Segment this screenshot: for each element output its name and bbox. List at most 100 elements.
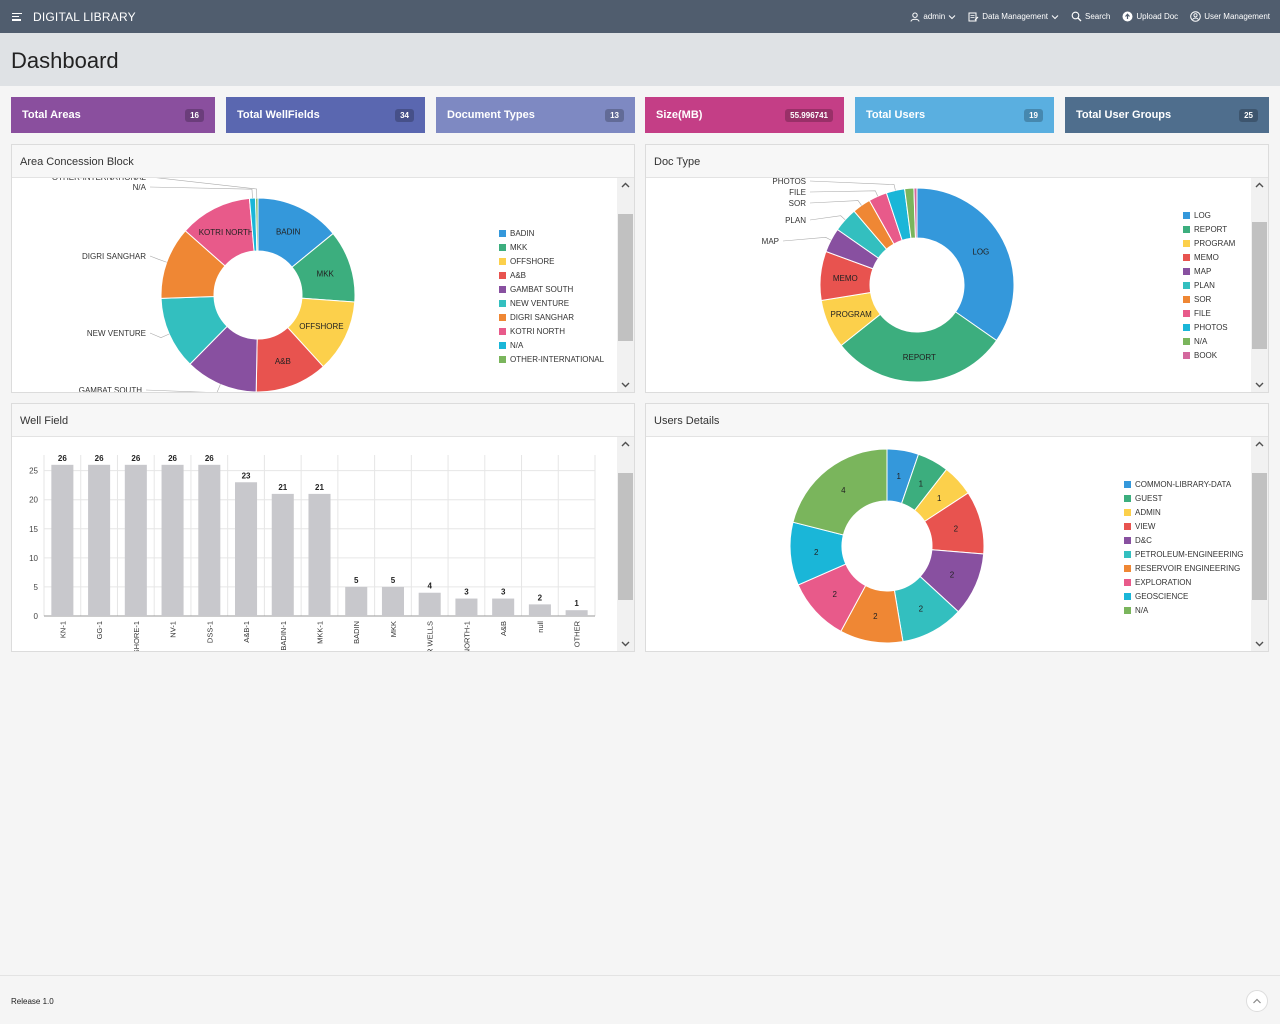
- bar-other[interactable]: [565, 610, 588, 616]
- legend-item-exploration[interactable]: EXPLORATION: [1124, 575, 1243, 589]
- scroll-thumb[interactable]: [1252, 222, 1267, 349]
- stat-total-wellfields[interactable]: Total WellFields 34: [226, 97, 425, 133]
- data-management-menu[interactable]: Data Management: [968, 12, 1059, 22]
- panel-title: Well Field: [12, 404, 634, 437]
- user-management-link[interactable]: User Management: [1190, 11, 1270, 22]
- x-tick-label: GG-1: [95, 621, 104, 639]
- legend-item-view[interactable]: VIEW: [1124, 519, 1243, 533]
- stat-total-user-groups[interactable]: Total User Groups 25: [1065, 97, 1269, 133]
- leader-line: [149, 332, 170, 338]
- scroll-thumb[interactable]: [618, 473, 633, 600]
- legend-item-petroleum-engineering[interactable]: PETROLEUM-ENGINEERING: [1124, 547, 1243, 561]
- slice-external-label: PHOTOS: [772, 178, 806, 186]
- legend-label: MEMO: [1194, 252, 1219, 262]
- legend-item-plan[interactable]: PLAN: [1183, 278, 1235, 292]
- panel-users-details: Users Details 1 1 1 2 2 2 2 2 2 4 COMMON-LIBRARY-…: [645, 403, 1269, 652]
- legend-item-badin[interactable]: BADIN: [499, 226, 604, 240]
- slice-n-a[interactable]: [792, 448, 888, 536]
- legend-item-guest[interactable]: GUEST: [1124, 491, 1243, 505]
- scrollbar[interactable]: [617, 178, 634, 392]
- page-header: Dashboard: [0, 33, 1280, 86]
- scroll-thumb[interactable]: [618, 214, 633, 341]
- bar-kn-1[interactable]: [51, 464, 74, 616]
- scroll-down-icon[interactable]: [1254, 379, 1265, 390]
- legend-item-d-c[interactable]: D&C: [1124, 533, 1243, 547]
- legend-item-reservoir-engineering[interactable]: RESERVOIR ENGINEERING: [1124, 561, 1243, 575]
- bar-value-label: 5: [354, 576, 359, 585]
- bar-null[interactable]: [528, 604, 551, 616]
- legend-item-program[interactable]: PROGRAM: [1183, 236, 1235, 250]
- legend-item-admin[interactable]: ADMIN: [1124, 505, 1243, 519]
- scroll-thumb[interactable]: [1252, 473, 1267, 600]
- legend-item-file[interactable]: FILE: [1183, 306, 1235, 320]
- legend-item-gambat-south[interactable]: GAMBAT SOUTH: [499, 282, 604, 296]
- legend-item-map[interactable]: MAP: [1183, 264, 1235, 278]
- scroll-down-icon[interactable]: [620, 638, 631, 649]
- bar-a-b[interactable]: [492, 598, 515, 616]
- bar-a-b-1[interactable]: [235, 482, 258, 616]
- legend-swatch: [499, 313, 506, 321]
- bar-mkk[interactable]: [381, 586, 404, 616]
- app-title[interactable]: DIGITAL LIBRARY: [33, 9, 136, 24]
- legend-item-geoscience[interactable]: GEOSCIENCE: [1124, 589, 1243, 603]
- x-tick-label: KOTRI NORTH-1: [462, 621, 471, 651]
- legend-item-n-a[interactable]: N/A: [1183, 334, 1235, 348]
- scroll-to-top-button[interactable]: [1246, 990, 1268, 1012]
- bar-dss-1[interactable]: [198, 464, 221, 616]
- legend-item-offshore[interactable]: OFFSHORE: [499, 254, 604, 268]
- scrollbar[interactable]: [1251, 178, 1268, 392]
- bar-badin[interactable]: [345, 586, 368, 616]
- legend-label: LOG: [1194, 210, 1211, 220]
- scroll-up-icon[interactable]: [620, 180, 631, 191]
- bar-kotri-north-1[interactable]: [455, 598, 478, 616]
- slice-report[interactable]: [840, 311, 998, 383]
- stat-document-types[interactable]: Document Types 13: [436, 97, 635, 133]
- slice-book[interactable]: [913, 187, 918, 239]
- legend-item-digri-sanghar[interactable]: DIGRI SANGHAR: [499, 310, 604, 324]
- legend-item-book[interactable]: BOOK: [1183, 348, 1235, 362]
- scroll-up-icon[interactable]: [1254, 439, 1265, 450]
- scrollbar[interactable]: [1251, 437, 1268, 651]
- bar-other-wells[interactable]: [418, 592, 441, 616]
- stat-count-badge: 25: [1239, 108, 1258, 122]
- legend-item-new-venture[interactable]: NEW VENTURE: [499, 296, 604, 310]
- legend-item-sor[interactable]: SOR: [1183, 292, 1235, 306]
- legend-item-mkk[interactable]: MKK: [499, 240, 604, 254]
- slice-other-international[interactable]: [255, 197, 259, 252]
- bar-badin-1[interactable]: [271, 493, 294, 616]
- search-link[interactable]: Search: [1071, 11, 1110, 22]
- scrollbar[interactable]: [617, 437, 634, 651]
- stat-size-mb[interactable]: Size(MB) 55.996741: [645, 97, 844, 133]
- legend-item-a-b[interactable]: A&B: [499, 268, 604, 282]
- legend-item-common-library-data[interactable]: COMMON-LIBRARY-DATA: [1124, 477, 1243, 491]
- bar-gg-1[interactable]: [88, 464, 111, 616]
- legend-item-log[interactable]: LOG: [1183, 208, 1235, 222]
- bar-mkk-1[interactable]: [308, 493, 331, 616]
- scroll-down-icon[interactable]: [1254, 638, 1265, 649]
- slice-log[interactable]: [916, 187, 1015, 342]
- legend-item-photos[interactable]: PHOTOS: [1183, 320, 1235, 334]
- legend-item-kotri-north[interactable]: KOTRI NORTH: [499, 324, 604, 338]
- slice-value-label: 1: [919, 480, 924, 489]
- upload-doc-link[interactable]: Upload Doc: [1122, 11, 1178, 22]
- legend-swatch: [1124, 522, 1131, 530]
- legend-item-report[interactable]: REPORT: [1183, 222, 1235, 236]
- bar-value-label: 26: [168, 454, 177, 463]
- bar-nv-1[interactable]: [161, 464, 184, 616]
- legend-item-memo[interactable]: MEMO: [1183, 250, 1235, 264]
- legend-swatch: [1183, 211, 1190, 219]
- user-menu[interactable]: admin: [910, 12, 956, 22]
- search-icon: [1071, 11, 1082, 22]
- scroll-up-icon[interactable]: [1254, 180, 1265, 191]
- bar-offshore-1[interactable]: [124, 464, 147, 616]
- legend-item-n-a[interactable]: N/A: [499, 338, 604, 352]
- stat-total-users[interactable]: Total Users 19: [855, 97, 1054, 133]
- scroll-up-icon[interactable]: [620, 439, 631, 450]
- scroll-down-icon[interactable]: [620, 379, 631, 390]
- slice-value-label: 2: [873, 612, 878, 621]
- legend-item-n-a[interactable]: N/A: [1124, 603, 1243, 617]
- legend-label: N/A: [1135, 605, 1149, 615]
- stat-total-areas[interactable]: Total Areas 16: [11, 97, 215, 133]
- legend-item-other-international[interactable]: OTHER-INTERNATIONAL: [499, 352, 604, 366]
- menu-toggle-icon[interactable]: [12, 12, 22, 21]
